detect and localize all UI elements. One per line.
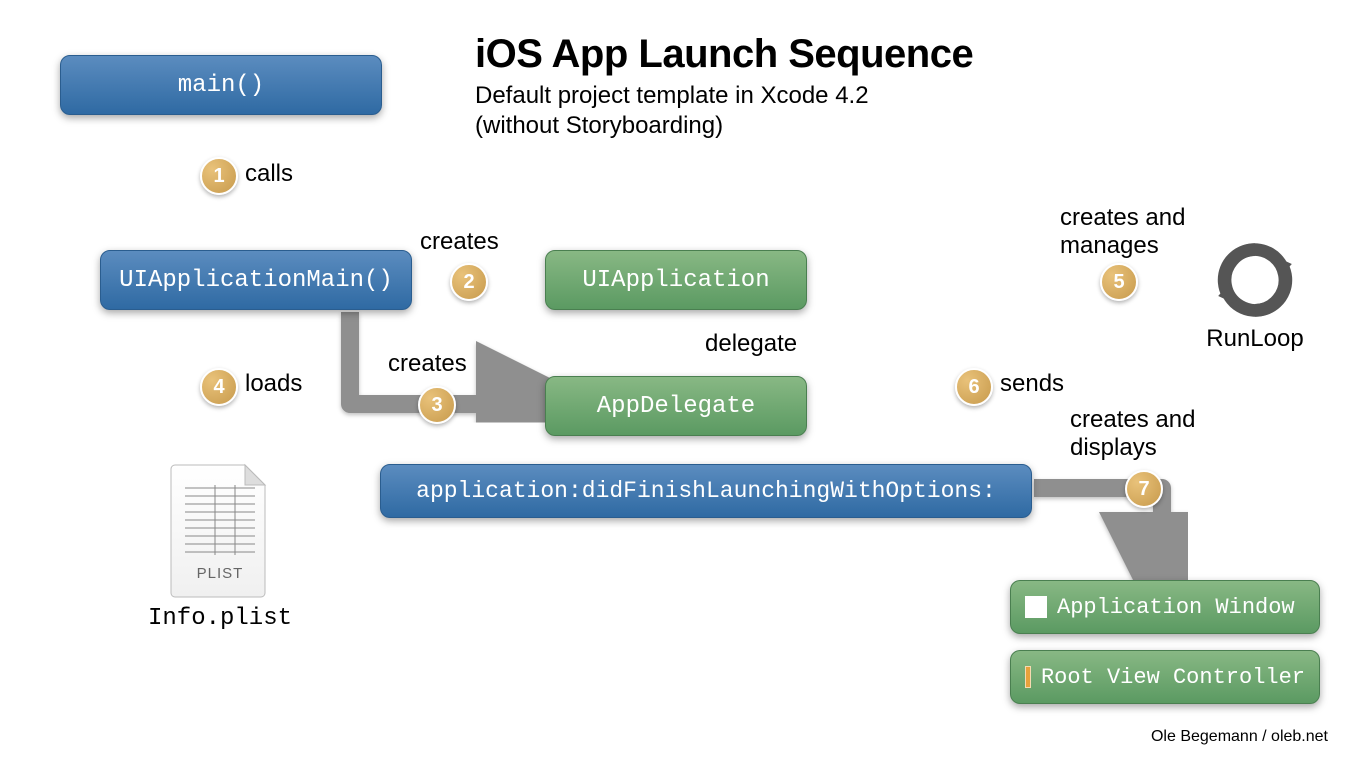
step-badge-4: 4 [200,368,238,406]
node-uiapp: UIApplication [545,250,807,310]
node-main: main() [60,55,382,115]
step-badge-7: 7 [1125,470,1163,508]
node-uiappmain: UIApplicationMain() [100,250,412,310]
step-label-7: creates and displays [1070,406,1195,461]
node-rootvc-label: Root View Controller [1041,665,1305,690]
delegate-label: delegate [705,330,797,358]
svg-text:PLIST: PLIST [197,565,244,582]
step-label-5: creates and manages [1060,204,1185,259]
infoplist-label: Info.plist [120,605,320,632]
node-appwindow-label: Application Window [1057,595,1295,620]
step-badge-6: 6 [955,368,993,406]
credit-text: Ole Begemann / oleb.net [1151,728,1328,746]
step-badge-1: 1 [200,157,238,195]
step-badge-5: 5 [1100,263,1138,301]
diagram-subtitle-1: Default project template in Xcode 4.2 [475,82,869,110]
step-badge-3: 3 [418,386,456,424]
runloop-label: RunLoop [1200,325,1310,353]
runloop-icon [1215,240,1295,320]
node-appwindow: Application Window [1010,580,1320,634]
step-badge-2: 2 [450,263,488,301]
infoplist-file-icon: PLIST [160,460,280,600]
diagram-subtitle-2: (without Storyboarding) [475,112,723,140]
step-label-6: sends [1000,370,1064,398]
node-rootvc: Root View Controller [1010,650,1320,704]
node-appdelegate: AppDelegate [545,376,807,436]
step-label-2: creates [420,228,499,256]
white-square-icon [1025,596,1047,618]
step-label-1: calls [245,160,293,188]
diagram-title: iOS App Launch Sequence [475,32,973,77]
orange-square-icon [1025,666,1031,688]
step-label-4: loads [245,370,302,398]
step-label-3: creates [388,350,467,378]
node-didfinish: application:didFinishLaunchingWithOption… [380,464,1032,518]
diagram-stage: iOS App Launch Sequence Default project … [0,0,1358,764]
